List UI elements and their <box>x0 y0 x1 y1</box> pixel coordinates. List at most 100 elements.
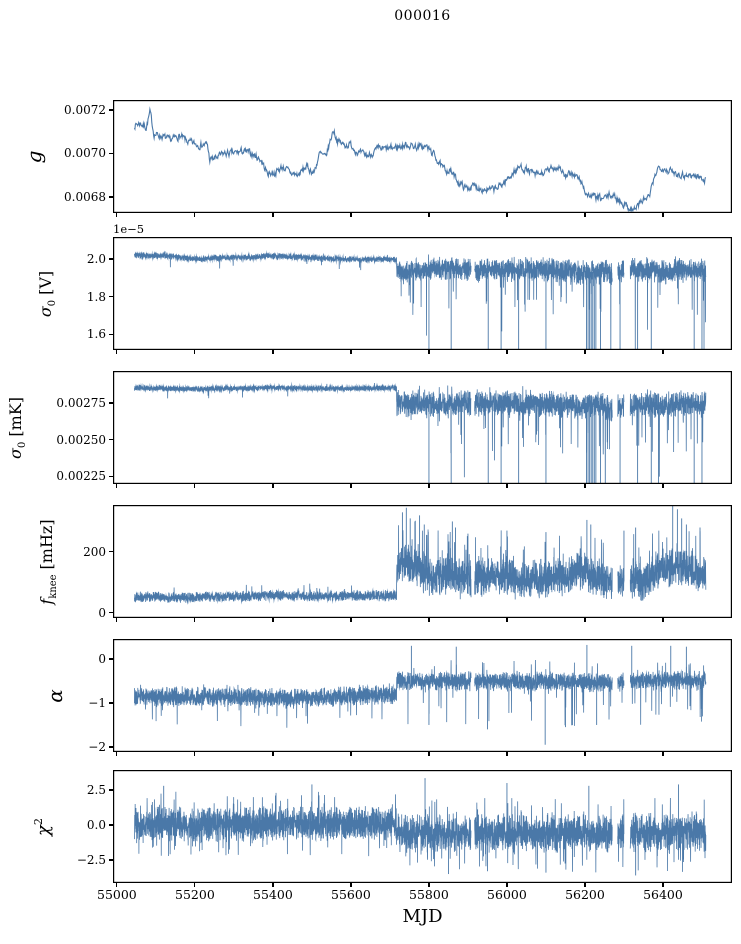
panel-alpha-plot <box>113 639 732 752</box>
panel-sigma0_mK-plot <box>113 371 732 484</box>
x-axis-label: MJD <box>402 906 443 927</box>
x-tick <box>272 213 274 217</box>
y-tick <box>109 439 113 441</box>
y-tick <box>109 402 113 404</box>
y-tick <box>109 109 113 111</box>
axis-label-superscript: 2 <box>32 817 45 825</box>
y-tick-label: 2.0 <box>86 252 106 267</box>
y-tick <box>109 475 113 477</box>
x-tick <box>194 618 196 622</box>
x-tick-label: 56400 <box>643 887 683 902</box>
axis-label-unit: [mHz] <box>36 518 56 575</box>
y-tick-label: 0 <box>98 605 106 620</box>
x-tick <box>506 213 508 217</box>
figure-title: 000016 <box>394 8 451 24</box>
axis-label-subscript: 0 <box>47 299 59 306</box>
x-tick <box>584 350 586 354</box>
y-tick-label: 1.8 <box>86 289 106 304</box>
axis-label-symbol: f <box>36 598 56 605</box>
axis-label-symbol: α <box>43 688 67 703</box>
axis-label-symbol: g <box>22 150 46 163</box>
sigma0_mK-axis-label: σ0 [mK] <box>6 397 28 459</box>
x-tick <box>194 883 196 887</box>
y-tick <box>109 333 113 335</box>
x-tick <box>506 752 508 756</box>
y-tick-label: 0.0 <box>86 818 106 833</box>
axis-label-symbol: σ <box>35 305 55 317</box>
x-tick <box>194 484 196 488</box>
x-tick <box>272 752 274 756</box>
y-tick-label: 1.6 <box>86 327 106 342</box>
y-tick <box>109 859 113 861</box>
fknee-axis-label: fknee [mHz] <box>37 519 59 604</box>
x-tick <box>350 213 352 217</box>
x-tick-label: 55400 <box>253 887 293 902</box>
axis-label-symbol: σ <box>5 447 25 459</box>
x-tick <box>194 213 196 217</box>
x-tick <box>116 752 118 756</box>
x-tick <box>350 752 352 756</box>
x-tick <box>662 883 664 887</box>
y-tick-label: 0.0068 <box>64 189 106 204</box>
axis-label-subscript: knee <box>48 574 60 599</box>
x-tick <box>116 883 118 887</box>
chi2-axis-label: χ2 <box>32 817 54 835</box>
sigma0_V-axis-label: σ0 [V] <box>36 270 58 316</box>
alpha-axis-label: α <box>43 689 67 703</box>
y-tick-label: −2 <box>88 739 106 754</box>
x-tick <box>506 618 508 622</box>
x-tick <box>428 484 430 488</box>
axis-label-unit: [mK] <box>5 396 25 442</box>
y-tick-label: 0.0072 <box>64 102 106 117</box>
x-tick <box>428 618 430 622</box>
panel-fknee-plot <box>113 505 732 618</box>
x-tick <box>428 213 430 217</box>
y-tick-label: 0.0070 <box>64 146 106 161</box>
y-tick <box>109 746 113 748</box>
y-tick <box>109 551 113 553</box>
x-tick-label: 56200 <box>565 887 605 902</box>
x-tick <box>584 618 586 622</box>
panel-chi2-plot <box>113 770 732 883</box>
y-tick-label: 2.5 <box>86 783 106 798</box>
x-tick <box>662 484 664 488</box>
y-tick <box>109 258 113 260</box>
x-tick-label: 55800 <box>409 887 449 902</box>
x-tick <box>506 883 508 887</box>
y-tick-label: 0.00275 <box>56 395 106 410</box>
x-tick <box>350 618 352 622</box>
x-tick <box>116 484 118 488</box>
y-tick <box>109 658 113 660</box>
x-tick <box>350 484 352 488</box>
x-tick <box>272 883 274 887</box>
x-tick <box>428 350 430 354</box>
y-tick-label: 0.00250 <box>56 432 106 447</box>
x-tick <box>272 484 274 488</box>
x-tick <box>350 883 352 887</box>
axis-offset-label: 1e−5 <box>113 222 145 236</box>
x-tick <box>116 350 118 354</box>
x-tick <box>194 350 196 354</box>
axis-label-unit: [V] <box>35 270 55 300</box>
y-tick <box>109 702 113 704</box>
x-tick <box>584 883 586 887</box>
g-axis-label: g <box>22 150 46 163</box>
x-tick <box>350 350 352 354</box>
x-tick <box>194 752 196 756</box>
y-tick-label: 0 <box>98 652 106 666</box>
y-tick <box>109 824 113 826</box>
x-tick-label: 55600 <box>331 887 371 902</box>
x-tick-label: 55000 <box>97 887 137 902</box>
y-tick-label: −1 <box>88 695 106 710</box>
x-tick <box>662 350 664 354</box>
x-tick <box>584 484 586 488</box>
x-tick <box>428 883 430 887</box>
axis-label-subscript: 0 <box>17 441 29 448</box>
x-tick <box>506 484 508 488</box>
y-tick-label: 0.00225 <box>56 469 106 484</box>
panel-sigma0_V-plot <box>113 237 732 350</box>
panel-g-plot <box>113 100 732 213</box>
x-tick-label: 55200 <box>175 887 215 902</box>
y-tick-label: −2.5 <box>76 853 106 868</box>
